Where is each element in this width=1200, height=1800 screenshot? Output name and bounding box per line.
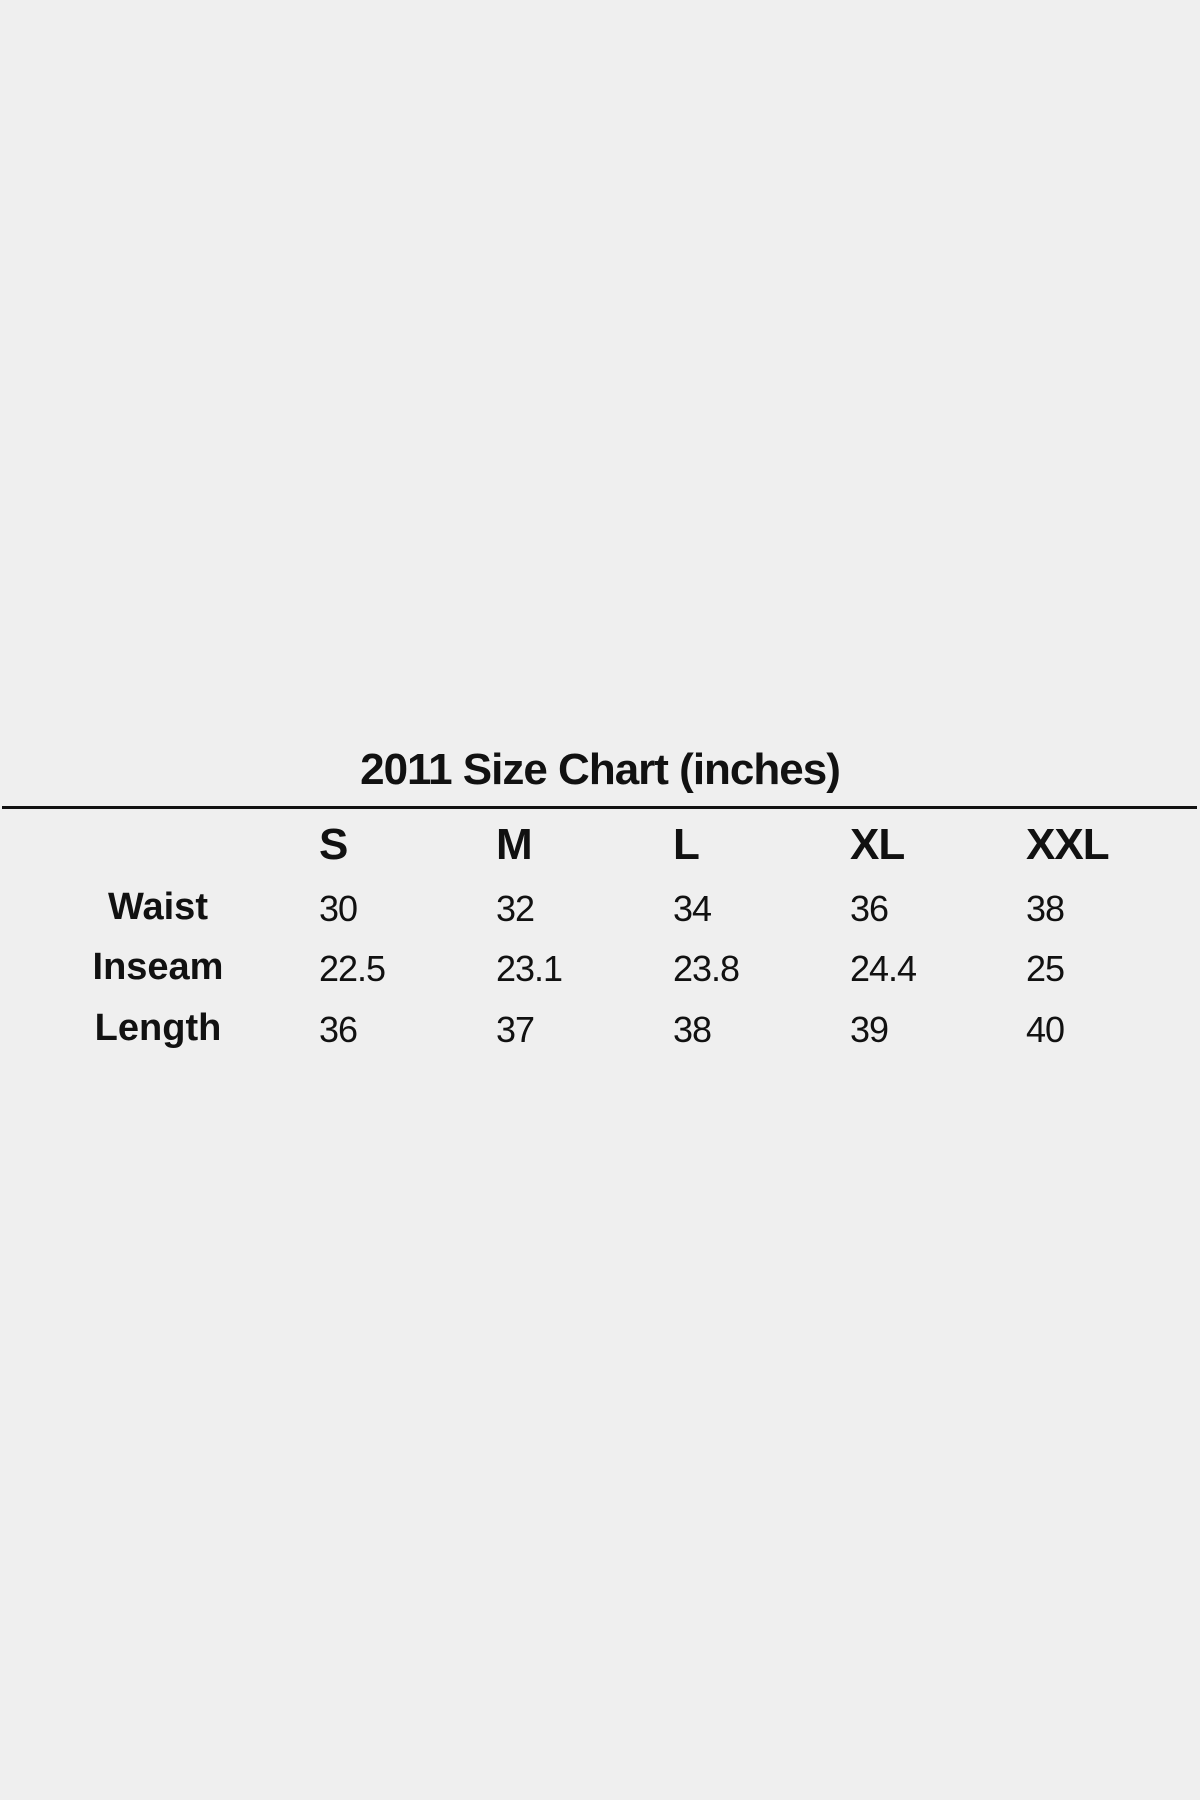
table-cell: 40	[1026, 1009, 1065, 1050]
table-cell: 22.5	[319, 948, 386, 989]
column-header-l: L	[673, 820, 700, 869]
table-cell: 23.1	[496, 948, 563, 989]
header-rule	[2, 806, 1197, 809]
table-cell: 23.8	[673, 948, 740, 989]
table-cell: 24.4	[850, 948, 917, 989]
table-cell: 25	[1026, 948, 1065, 989]
table-cell: 38	[673, 1009, 712, 1050]
table-cell: 39	[850, 1009, 889, 1050]
table-cell: 30	[319, 888, 358, 929]
row-label-inseam: Inseam	[92, 946, 224, 988]
column-header-xl: XL	[850, 820, 905, 869]
row-label-waist: Waist	[108, 886, 208, 928]
table-cell: 38	[1026, 888, 1065, 929]
table-cell: 34	[673, 888, 712, 929]
row-label-length: Length	[94, 1007, 222, 1049]
column-header-m: M	[496, 820, 533, 869]
column-header-xxl: XXL	[1026, 820, 1110, 869]
table-cell: 32	[496, 888, 535, 929]
table-cell: 36	[850, 888, 889, 929]
column-header-s: S	[319, 820, 348, 869]
table-cell: 37	[496, 1009, 535, 1050]
chart-title: 2011 Size Chart (inches)	[360, 745, 841, 794]
table-cell: 36	[319, 1009, 358, 1050]
